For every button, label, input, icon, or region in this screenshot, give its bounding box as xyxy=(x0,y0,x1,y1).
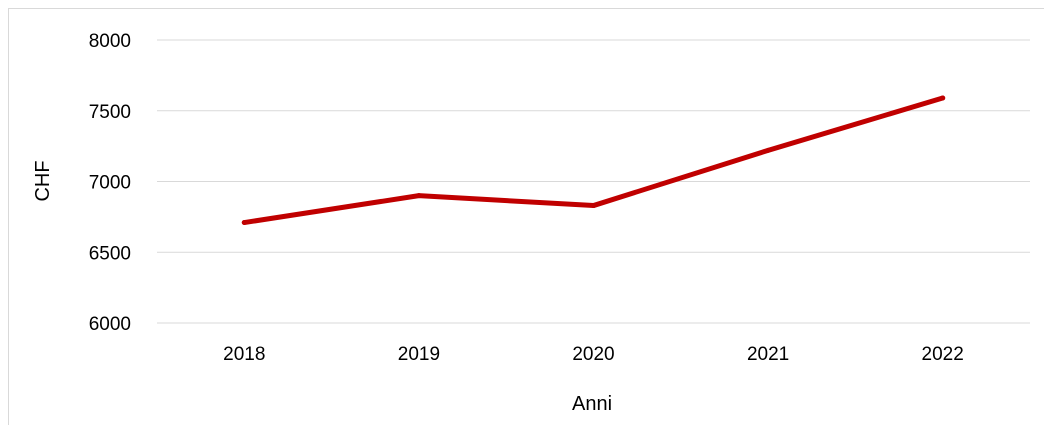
data-point-2018 xyxy=(241,220,247,226)
x-tick-label: 2020 xyxy=(572,344,614,365)
chart-frame xyxy=(8,8,1044,425)
y-tick-label: 6500 xyxy=(89,243,131,264)
series-layer xyxy=(241,95,946,226)
y-tick-label: 6000 xyxy=(89,314,131,335)
data-point-2019 xyxy=(416,193,422,199)
data-point-2022 xyxy=(940,95,946,101)
data-point-2021 xyxy=(765,147,771,153)
x-tick-label: 2018 xyxy=(223,344,265,365)
x-tick-label: 2021 xyxy=(747,344,789,365)
y-tick-label: 7500 xyxy=(89,102,131,123)
y-axis-title: CHF xyxy=(32,160,54,201)
x-tick-label: 2022 xyxy=(922,344,964,365)
x-tick-label: 2019 xyxy=(398,344,440,365)
x-axis-title: Anni xyxy=(572,393,612,415)
y-tick-label: 7000 xyxy=(89,173,131,194)
gridlines xyxy=(157,39,1030,324)
y-axis-ticks: 6000 6500 7000 7500 8000 xyxy=(89,31,131,335)
y-tick-label: 8000 xyxy=(89,31,131,52)
data-point-2020 xyxy=(591,203,596,209)
x-axis-ticks: 2018 2019 2020 2021 2022 xyxy=(223,344,964,365)
